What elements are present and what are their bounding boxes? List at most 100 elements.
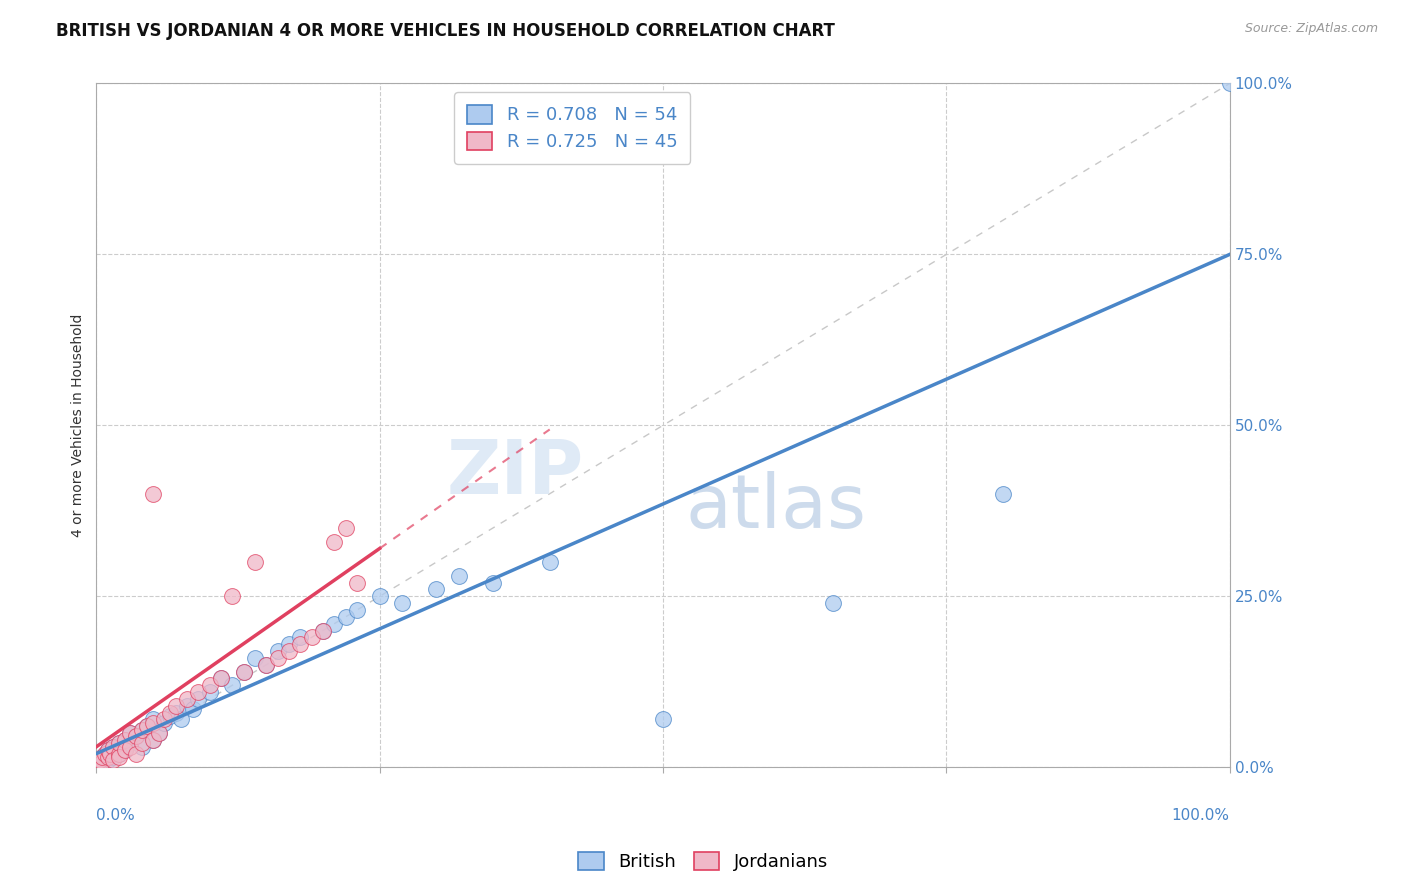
Point	[323, 534, 346, 549]
Y-axis label: 4 or more Vehicles in Household: 4 or more Vehicles in Household	[72, 314, 86, 537]
Point	[142, 715, 165, 730]
Point	[254, 657, 277, 672]
Point	[267, 651, 290, 665]
Point	[176, 692, 198, 706]
Point	[254, 657, 277, 672]
Point	[131, 736, 153, 750]
Point	[98, 747, 121, 761]
Point	[335, 521, 357, 535]
Point	[103, 750, 125, 764]
Point	[232, 665, 254, 679]
Point	[131, 723, 153, 737]
Point	[187, 685, 209, 699]
Point	[97, 750, 120, 764]
Point	[125, 730, 148, 744]
Point	[108, 750, 131, 764]
Legend: British, Jordanians: British, Jordanians	[571, 845, 835, 879]
Point	[198, 678, 221, 692]
Point	[148, 726, 170, 740]
Point	[89, 754, 111, 768]
Point	[142, 733, 165, 747]
Point	[114, 743, 136, 757]
Point	[94, 747, 117, 761]
Point	[142, 713, 165, 727]
Text: 0.0%: 0.0%	[97, 808, 135, 823]
Point	[103, 754, 125, 768]
Point	[1219, 77, 1241, 91]
Point	[148, 726, 170, 740]
Point	[181, 702, 204, 716]
Point	[98, 747, 121, 761]
Text: BRITISH VS JORDANIAN 4 OR MORE VEHICLES IN HOUSEHOLD CORRELATION CHART: BRITISH VS JORDANIAN 4 OR MORE VEHICLES …	[56, 22, 835, 40]
Point	[301, 631, 323, 645]
Point	[312, 624, 335, 638]
Point	[120, 726, 142, 740]
Point	[114, 733, 136, 747]
Point	[209, 672, 232, 686]
Point	[87, 756, 110, 771]
Point	[346, 575, 368, 590]
Point	[142, 733, 165, 747]
Point	[198, 685, 221, 699]
Point	[114, 733, 136, 747]
Point	[91, 750, 114, 764]
Point	[89, 754, 111, 768]
Point	[125, 730, 148, 744]
Point	[120, 739, 142, 754]
Point	[87, 756, 110, 771]
Text: 100.0%: 100.0%	[1171, 808, 1230, 823]
Point	[159, 709, 181, 723]
Point	[125, 747, 148, 761]
Point	[91, 750, 114, 764]
Point	[120, 726, 142, 740]
Point	[165, 698, 187, 713]
Point	[103, 739, 125, 754]
Point	[368, 590, 391, 604]
Point	[153, 713, 176, 727]
Point	[221, 590, 243, 604]
Point	[114, 743, 136, 757]
Text: atlas: atlas	[686, 471, 868, 544]
Point	[425, 582, 447, 597]
Point	[153, 715, 176, 730]
Point	[97, 754, 120, 768]
Point	[131, 723, 153, 737]
Point	[243, 651, 266, 665]
Point	[165, 706, 187, 720]
Point	[136, 719, 159, 733]
Point	[538, 555, 561, 569]
Point	[91, 755, 114, 769]
Point	[209, 672, 232, 686]
Point	[323, 616, 346, 631]
Point	[94, 747, 117, 761]
Point	[108, 747, 131, 761]
Point	[176, 698, 198, 713]
Point	[821, 596, 844, 610]
Point	[142, 487, 165, 501]
Point	[991, 487, 1014, 501]
Point	[131, 739, 153, 754]
Point	[221, 678, 243, 692]
Point	[391, 596, 413, 610]
Point	[110, 739, 132, 754]
Point	[278, 637, 301, 651]
Point	[170, 713, 193, 727]
Point	[120, 736, 142, 750]
Point	[290, 631, 312, 645]
Point	[136, 719, 159, 733]
Point	[108, 747, 131, 761]
Point	[103, 739, 125, 754]
Point	[159, 706, 181, 720]
Point	[447, 569, 470, 583]
Point	[108, 736, 131, 750]
Text: ZIP: ZIP	[447, 437, 585, 509]
Legend: R = 0.708   N = 54, R = 0.725   N = 45: R = 0.708 N = 54, R = 0.725 N = 45	[454, 93, 690, 163]
Point	[97, 743, 120, 757]
Point	[278, 644, 301, 658]
Point	[312, 624, 335, 638]
Point	[652, 713, 675, 727]
Point	[232, 665, 254, 679]
Point	[335, 610, 357, 624]
Point	[290, 637, 312, 651]
Point	[187, 692, 209, 706]
